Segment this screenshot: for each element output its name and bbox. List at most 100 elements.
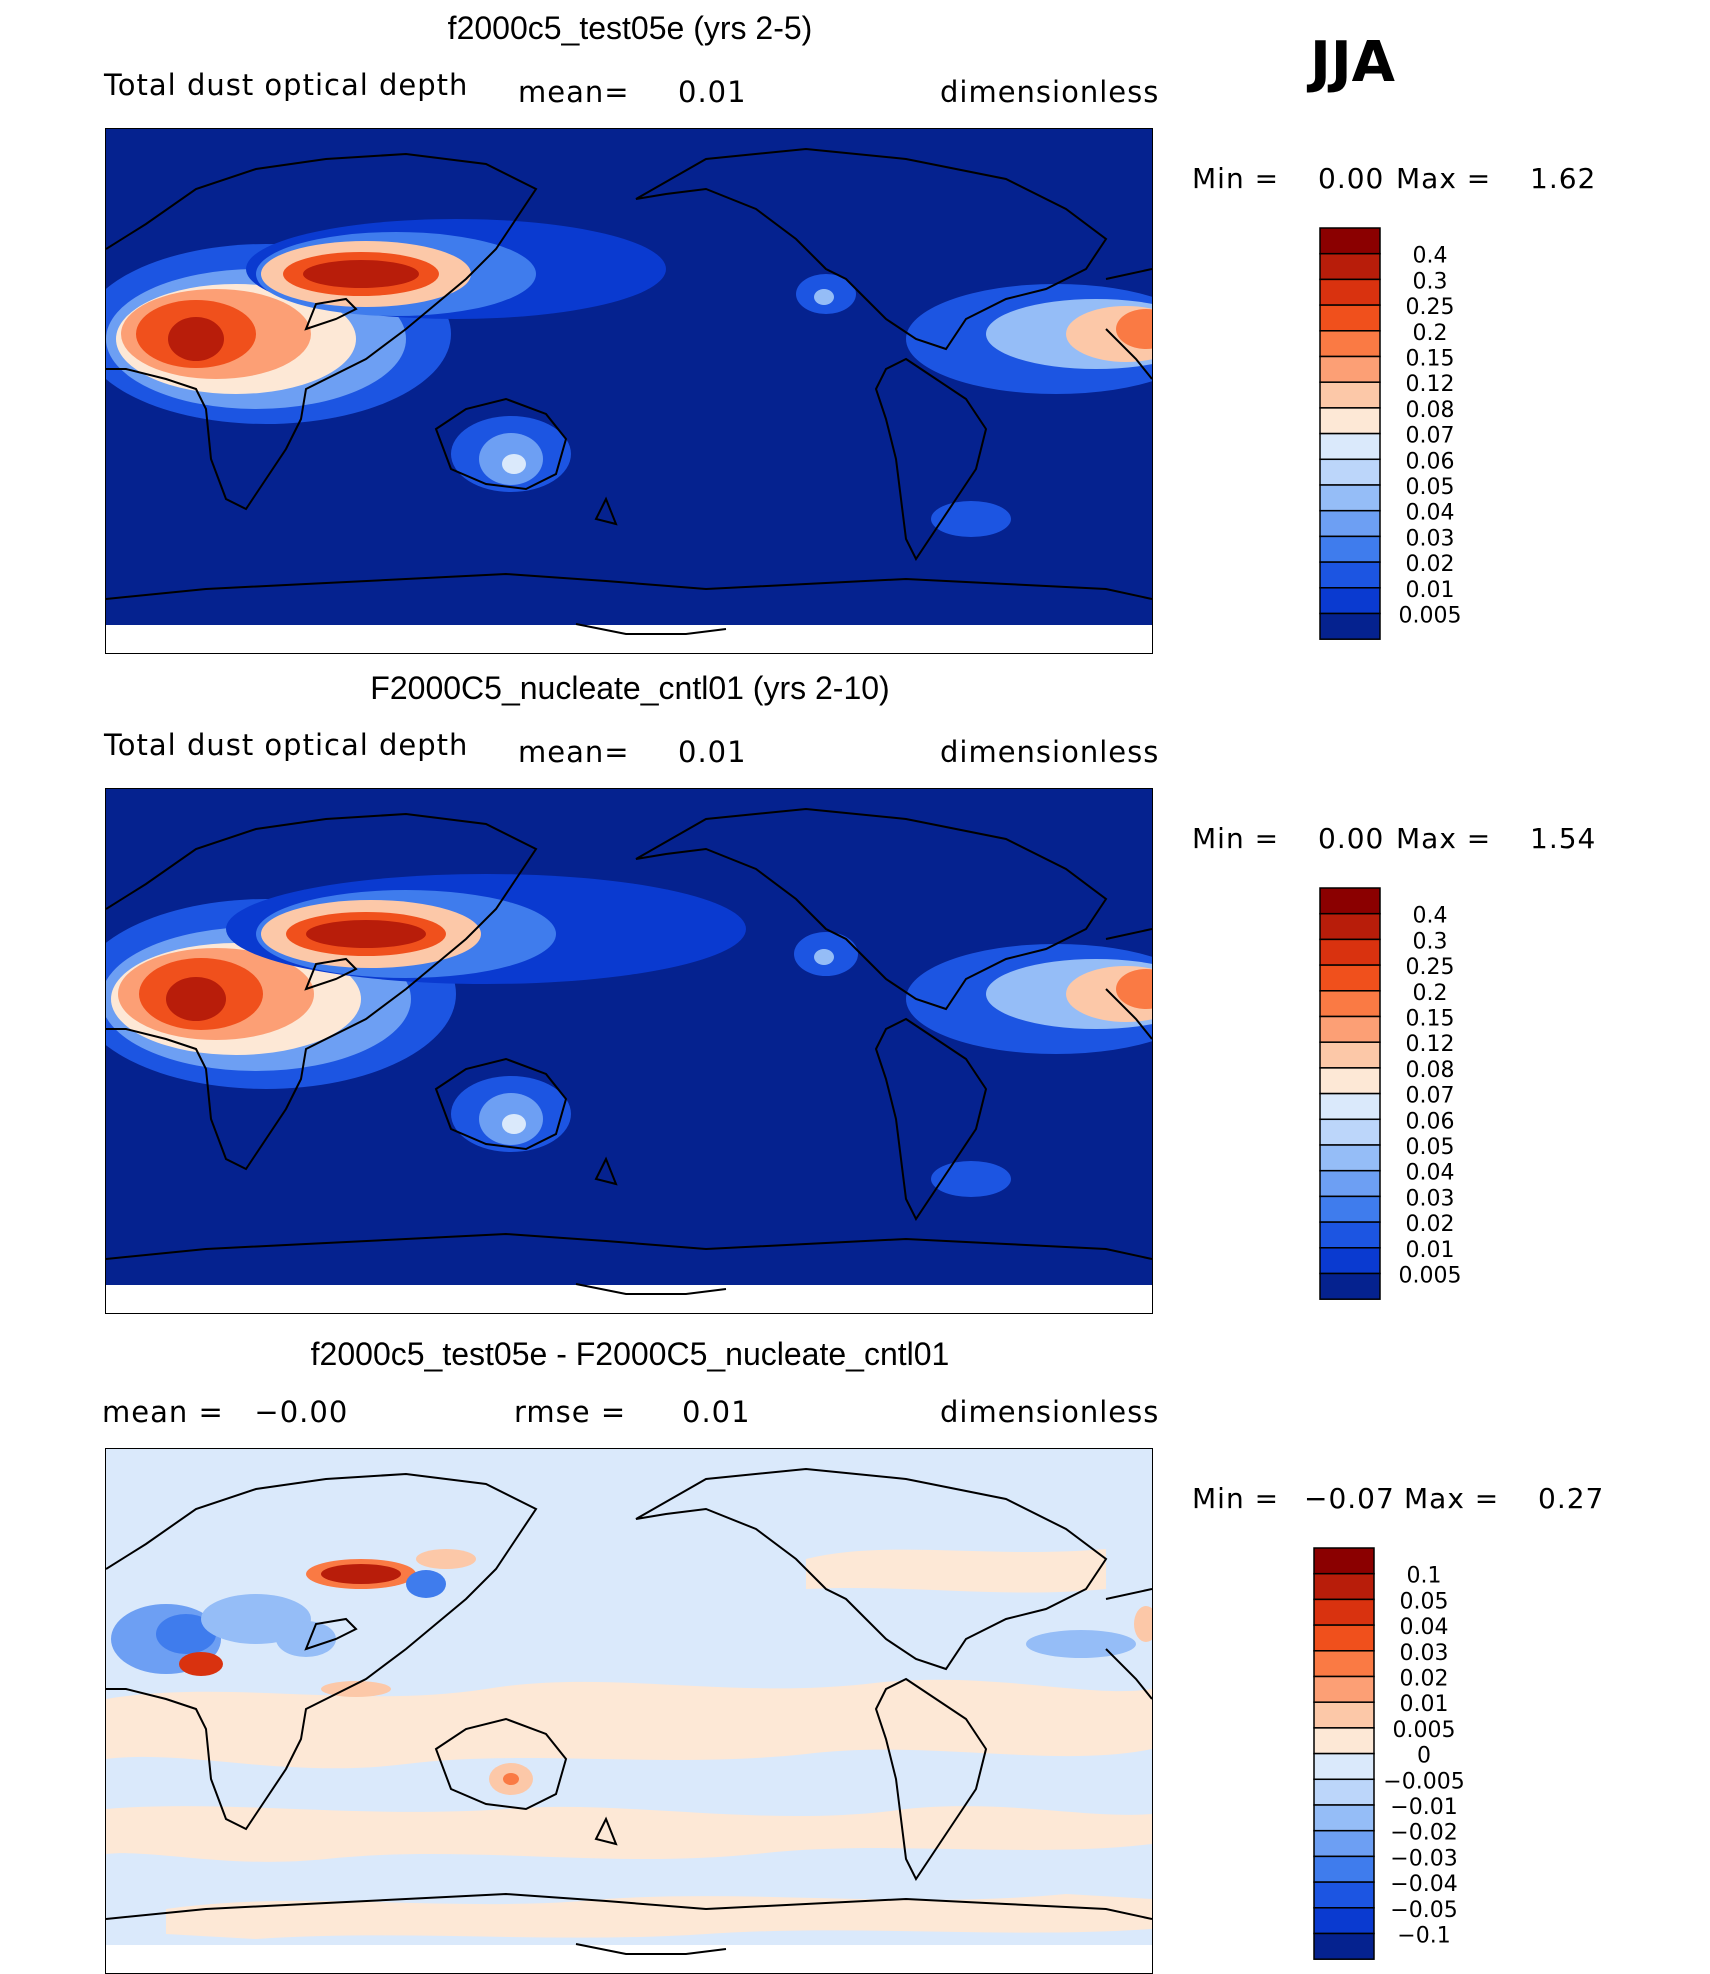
- panel-2-max-value: 1.54: [1530, 822, 1597, 855]
- colorbar-swatch: [1319, 612, 1381, 640]
- colorbar-tick-label: 0.005: [1393, 1718, 1456, 1743]
- panel-1-colorbar: 0.4 0.3 0.25 0.2 0.15 0.12 0.08 0.07 0.06 0.05 0.0…: [1319, 227, 1520, 643]
- panel-2-variable-label: Total dust optical depth: [104, 728, 469, 762]
- panel-2-units: dimensionless: [940, 735, 1160, 769]
- colorbar-swatch: [1313, 1701, 1375, 1729]
- panel-1-max-value: 1.62: [1530, 162, 1597, 195]
- panel-2-coastlines: [106, 807, 1152, 1295]
- panel-1-dust-atlantic: [906, 284, 1152, 394]
- colorbar-tick-label: 0.2: [1413, 321, 1448, 346]
- colorbar-swatch: [1319, 330, 1381, 358]
- colorbar-swatch: [1319, 561, 1381, 589]
- panel-2-mean-value: 0.01: [678, 735, 747, 769]
- colorbar-tick-label: 0.03: [1406, 526, 1455, 551]
- colorbar-swatch: [1319, 227, 1381, 255]
- panel-3-max-label: Max =: [1404, 1482, 1500, 1515]
- colorbar-swatch: [1319, 887, 1381, 915]
- colorbar-swatch: [1319, 1067, 1381, 1095]
- colorbar-tick-label: 0.12: [1406, 372, 1455, 397]
- panel-3-title: f2000c5_test05e - F2000C5_nucleate_cntl0…: [310, 1336, 950, 1372]
- colorbar-swatch: [1313, 1778, 1375, 1806]
- colorbar-swatch: [1319, 304, 1381, 332]
- colorbar-swatch: [1313, 1829, 1375, 1858]
- colorbar-swatch: [1319, 1144, 1381, 1172]
- colorbar-swatch: [1319, 990, 1381, 1018]
- colorbar-swatch: [1319, 1272, 1381, 1300]
- colorbar-tick-label: −0.1: [1397, 1924, 1450, 1949]
- panel-1-map: [105, 128, 1153, 654]
- colorbar-swatch: [1319, 1015, 1381, 1043]
- colorbar-tick-label: 0.04: [1400, 1615, 1449, 1640]
- panel-1-dust-mexico-core: [814, 289, 834, 305]
- colorbar-swatch: [1319, 432, 1381, 461]
- panel-1-min-label: Min =: [1192, 162, 1280, 195]
- colorbar-swatch: [1319, 1195, 1381, 1223]
- colorbar-swatch: [1319, 912, 1381, 941]
- colorbar-tick-label: −0.02: [1390, 1821, 1457, 1846]
- panel-1-mean-label: mean=: [518, 75, 630, 109]
- colorbar-swatch: [1319, 458, 1381, 486]
- colorbar-tick-label: 0.03: [1400, 1641, 1449, 1666]
- colorbar-tick-label: 0.005: [1399, 604, 1462, 629]
- panel-3-units: dimensionless: [940, 1395, 1160, 1429]
- colorbar-swatch: [1319, 278, 1381, 306]
- colorbar-tick-label: 0.02: [1406, 552, 1455, 577]
- colorbar-tick-label: −0.01: [1390, 1795, 1457, 1820]
- panel-2-dust-asia: [226, 874, 746, 984]
- panel-3-rmse-value: 0.01: [682, 1395, 751, 1429]
- colorbar-tick-label: 0.3: [1413, 269, 1448, 294]
- colorbar-tick-label: 0.01: [1406, 1238, 1455, 1263]
- colorbar-tick-label: 0.01: [1406, 578, 1455, 603]
- colorbar-swatch: [1319, 938, 1381, 966]
- panel-2-map: [105, 788, 1153, 1314]
- colorbar-swatch: [1319, 355, 1381, 383]
- colorbar-tick-label: 0.25: [1406, 955, 1455, 980]
- colorbar-swatch: [1319, 1221, 1381, 1249]
- colorbar-swatch: [1313, 1727, 1375, 1755]
- colorbar-tick-label: 0.3: [1413, 929, 1448, 954]
- colorbar-tick-label: −0.03: [1390, 1846, 1457, 1871]
- colorbar-swatch: [1313, 1752, 1375, 1781]
- colorbar-swatch: [1319, 535, 1381, 563]
- colorbar-swatch: [1319, 1118, 1381, 1146]
- colorbar-tick-label: 0.15: [1406, 1007, 1455, 1032]
- panel-2-dust-australia: [451, 1076, 571, 1152]
- colorbar-tick-label: 0.2: [1413, 981, 1448, 1006]
- panel-1-dust-asia: [246, 219, 666, 319]
- colorbar-tick-label: 0.005: [1399, 1264, 1462, 1289]
- colorbar-tick-label: 0.25: [1406, 295, 1455, 320]
- colorbar-tick-label: 0.04: [1406, 1161, 1455, 1186]
- colorbar-swatch: [1313, 1804, 1375, 1832]
- colorbar-swatch: [1319, 381, 1381, 409]
- season-label: JJA: [1310, 30, 1396, 95]
- panel-3-mean-text: mean = −0.00: [102, 1395, 349, 1429]
- panel-2-dust-atlantic: [906, 944, 1152, 1054]
- panel-1-mean-value: 0.01: [678, 75, 747, 109]
- colorbar-swatch: [1319, 1092, 1381, 1121]
- panel-1-variable-label: Total dust optical depth: [104, 68, 469, 102]
- colorbar-tick-label: 0.02: [1406, 1212, 1455, 1237]
- colorbar-tick-label: 0.08: [1406, 398, 1455, 423]
- colorbar-tick-label: 0.15: [1406, 347, 1455, 372]
- colorbar-swatch: [1313, 1881, 1375, 1909]
- colorbar-swatch: [1319, 587, 1381, 615]
- colorbar-tick-label: 0.02: [1400, 1667, 1449, 1692]
- colorbar-tick-label: 0: [1417, 1744, 1431, 1769]
- colorbar-tick-label: 0.05: [1406, 1135, 1455, 1160]
- panel-2-mean-label: mean=: [518, 735, 630, 769]
- panel-1-title: f2000c5_test05e (yrs 2-5): [447, 10, 813, 46]
- panel-1-units: dimensionless: [940, 75, 1160, 109]
- colorbar-swatch: [1313, 1624, 1375, 1652]
- panel-2-dust-patagonia: [931, 1161, 1011, 1197]
- colorbar-tick-label: 0.4: [1413, 904, 1448, 929]
- panel-3-hotspots: [111, 1549, 1152, 1795]
- colorbar-swatch: [1319, 252, 1381, 281]
- colorbar-tick-label: 0.05: [1406, 475, 1455, 500]
- colorbar-tick-label: −0.04: [1390, 1872, 1457, 1897]
- colorbar-swatch: [1319, 509, 1381, 538]
- panel-2-dust-mexico-core: [814, 949, 834, 965]
- colorbar-swatch: [1319, 1041, 1381, 1069]
- colorbar-swatch: [1319, 1169, 1381, 1198]
- panel-3-min-label: Min =: [1192, 1482, 1280, 1515]
- panel-1-coastlines: [106, 147, 1152, 635]
